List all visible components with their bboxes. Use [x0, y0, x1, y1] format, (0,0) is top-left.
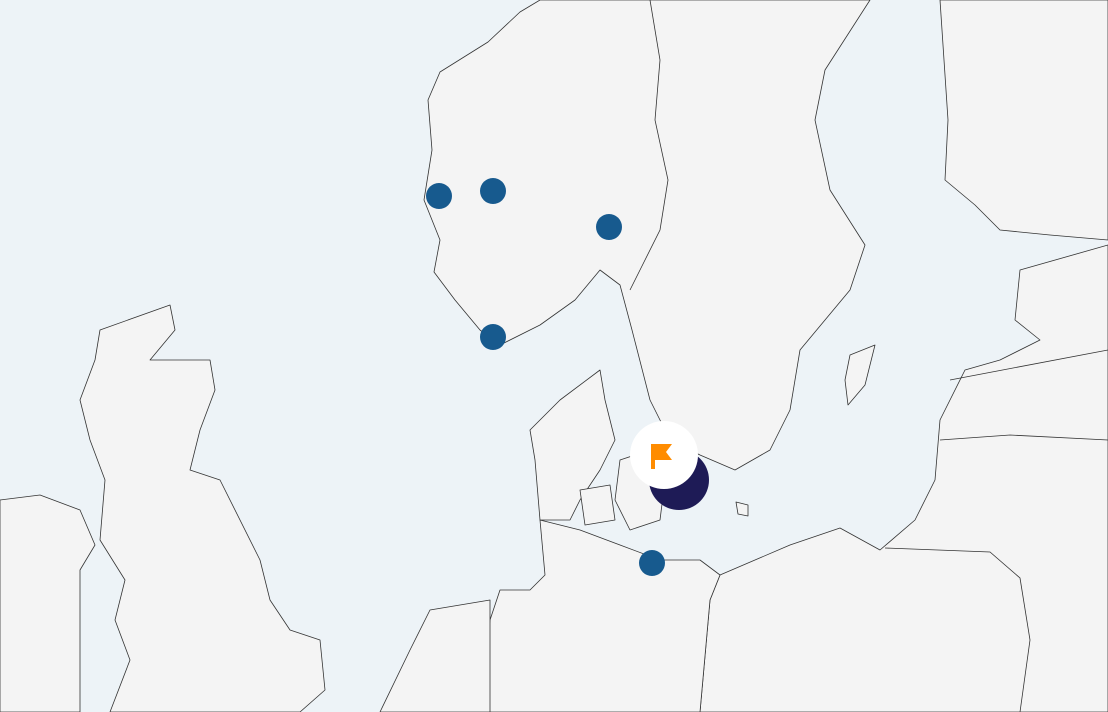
ireland	[0, 494, 96, 712]
flag-icon	[651, 444, 672, 469]
great-britain	[79, 304, 326, 712]
scandinavia	[423, 0, 871, 471]
marker-2[interactable]	[480, 178, 506, 204]
country-borders-baltic-2	[949, 349, 1108, 381]
marker-4[interactable]	[480, 324, 506, 350]
norway-sweden-border	[629, 0, 669, 291]
continent-east	[699, 244, 1108, 712]
netherlands	[379, 599, 491, 712]
funen	[579, 484, 616, 526]
marker-3[interactable]	[596, 214, 622, 240]
marker-1[interactable]	[426, 183, 452, 209]
country-borders-east	[884, 547, 1031, 712]
gotland	[844, 344, 876, 406]
marker-5[interactable]	[639, 550, 665, 576]
finland	[939, 0, 1108, 241]
selected-marker[interactable]	[630, 421, 698, 489]
country-borders-baltic	[939, 434, 1108, 441]
jutland	[529, 369, 616, 521]
bornholm	[735, 501, 749, 517]
